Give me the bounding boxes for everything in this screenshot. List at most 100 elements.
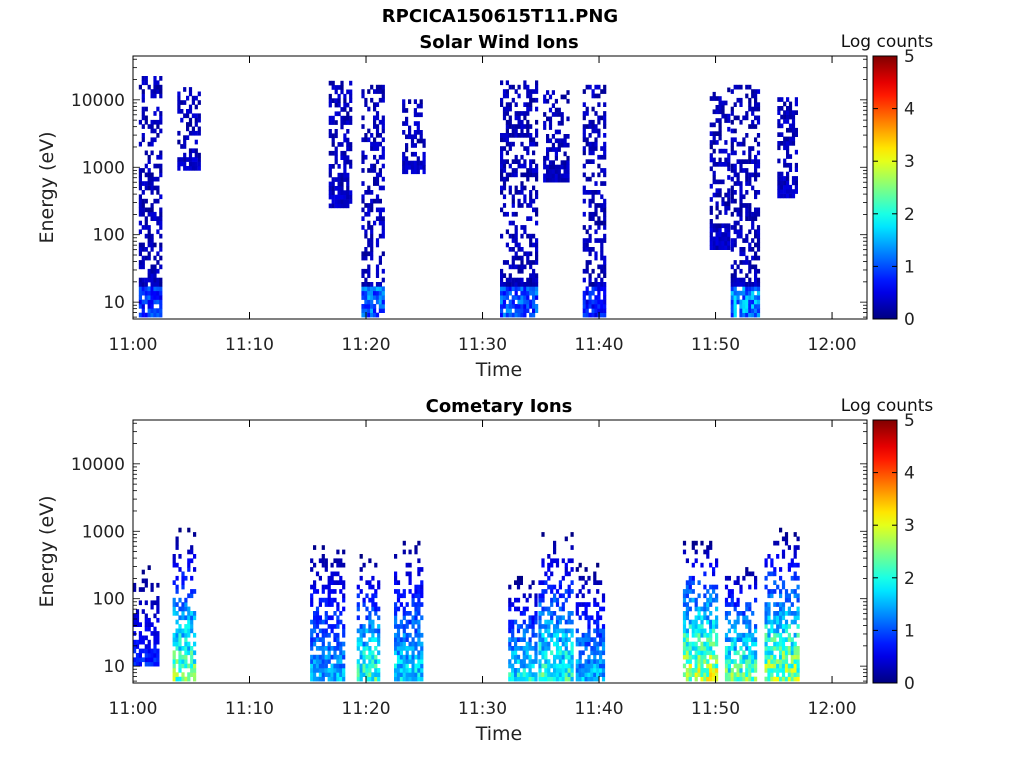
heat-cell xyxy=(187,567,191,572)
heat-cell xyxy=(520,124,524,129)
heat-cell xyxy=(138,282,142,287)
heat-cell xyxy=(548,147,553,152)
heat-cell xyxy=(751,211,755,217)
heat-cell xyxy=(371,584,375,590)
heat-cell xyxy=(402,589,406,594)
heat-cell xyxy=(346,186,350,191)
heat-cell xyxy=(514,606,518,612)
heat-cell xyxy=(535,141,539,147)
heat-cell xyxy=(548,94,553,100)
heat-cell xyxy=(688,584,692,590)
heat-cell xyxy=(333,654,337,660)
heat-cell xyxy=(138,290,142,296)
heat-cell xyxy=(532,277,536,283)
heat-cell xyxy=(364,299,368,305)
heat-cell xyxy=(754,641,758,647)
heat-cell xyxy=(315,654,320,660)
heat-cell xyxy=(780,97,784,102)
heat-cell xyxy=(603,172,607,178)
heat-cell xyxy=(742,575,746,581)
heat-cell xyxy=(153,626,157,632)
heat-cell xyxy=(159,76,163,81)
heat-cell xyxy=(324,632,328,638)
heat-cell xyxy=(787,632,791,638)
heat-cell xyxy=(371,637,375,642)
heat-cell xyxy=(776,676,780,682)
heat-cell xyxy=(682,632,687,638)
heat-cell xyxy=(500,176,504,182)
heat-cell xyxy=(502,286,507,292)
heat-cell xyxy=(718,109,722,115)
heat-cell xyxy=(346,115,350,121)
heat-cell xyxy=(138,622,142,627)
heat-cell xyxy=(133,644,137,649)
heat-cell xyxy=(566,90,570,95)
heat-cell xyxy=(159,233,163,239)
heat-cell xyxy=(516,624,521,629)
heat-cell xyxy=(330,672,334,677)
heat-cell xyxy=(550,602,554,607)
heat-cell xyxy=(751,659,755,664)
heat-cell xyxy=(414,606,418,612)
heat-cell xyxy=(553,659,557,664)
heat-cell xyxy=(144,225,148,230)
heat-cell xyxy=(796,615,800,621)
heat-cell xyxy=(566,116,570,122)
heat-cell xyxy=(597,282,601,287)
heat-cell xyxy=(550,584,554,590)
heat-cell xyxy=(396,606,401,612)
heat-cell xyxy=(756,312,761,318)
heat-cell xyxy=(135,622,140,627)
heat-cell xyxy=(522,668,526,673)
heat-cell xyxy=(183,113,187,119)
heat-cell xyxy=(172,663,176,669)
heat-cell xyxy=(520,119,524,125)
heat-cell xyxy=(528,615,532,621)
heat-cell xyxy=(709,219,713,224)
heat-cell xyxy=(748,308,752,313)
heat-cell xyxy=(727,236,731,242)
heat-cell xyxy=(514,312,518,318)
heat-cell xyxy=(517,286,521,292)
heat-cell xyxy=(786,141,790,146)
heat-cell xyxy=(361,168,365,173)
heat-cell xyxy=(197,166,201,171)
heat-cell xyxy=(550,562,554,568)
heat-cell xyxy=(368,654,372,660)
heat-cell xyxy=(419,138,423,144)
heat-cell xyxy=(336,615,340,621)
heat-cell xyxy=(777,119,781,124)
heat-cell xyxy=(364,251,368,257)
heat-cell xyxy=(156,635,160,641)
heat-cell xyxy=(773,663,777,669)
heat-cell xyxy=(756,229,761,235)
heat-cell xyxy=(373,220,377,226)
heat-cell xyxy=(153,299,157,305)
heat-cell xyxy=(558,619,562,625)
heat-cell xyxy=(739,251,743,257)
heat-cell xyxy=(730,190,734,195)
heat-cell xyxy=(191,113,195,119)
heat-cell xyxy=(561,606,565,612)
heat-cell xyxy=(754,637,758,642)
heat-cell xyxy=(566,160,570,165)
heat-cell xyxy=(548,160,553,165)
heat-cell xyxy=(742,260,746,265)
heat-cell xyxy=(328,115,332,121)
heat-cell xyxy=(745,181,749,186)
heat-cell xyxy=(396,593,401,599)
heat-cell xyxy=(181,663,185,669)
heat-cell xyxy=(724,663,729,669)
heat-cell xyxy=(597,286,601,292)
heat-cell xyxy=(514,238,518,243)
heat-cell xyxy=(558,584,562,590)
heat-cell xyxy=(138,181,142,186)
heat-cell xyxy=(712,91,716,97)
heat-cell xyxy=(359,554,363,559)
heat-cell xyxy=(739,312,743,318)
heat-cell xyxy=(724,113,728,119)
heat-cell xyxy=(310,619,314,625)
heat-cell xyxy=(560,112,564,117)
heat-cell xyxy=(563,134,567,139)
heat-cell xyxy=(754,264,758,270)
